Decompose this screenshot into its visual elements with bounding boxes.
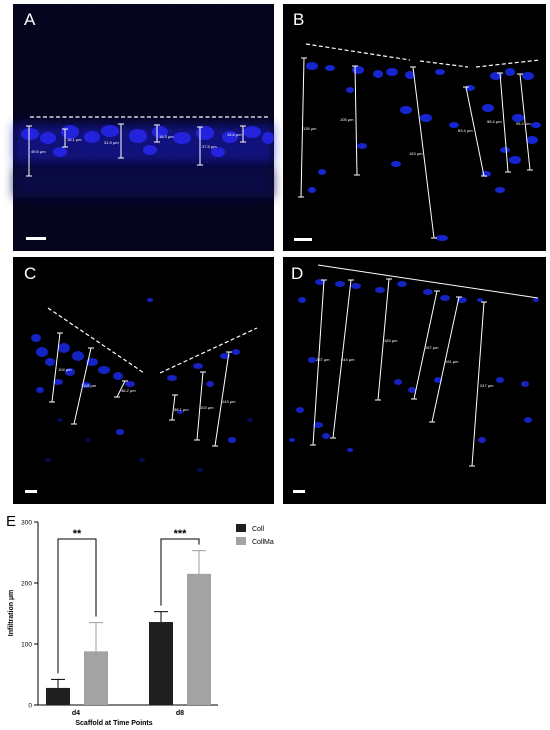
scale-bar (26, 237, 46, 240)
bar-collma-d8 (187, 573, 211, 705)
x-axis-title: Scaffold at Time Points (75, 720, 152, 727)
bar-coll-d4 (46, 687, 70, 705)
legend: Coll CollMa (236, 524, 274, 546)
panel-a-measurement: 31.9 µm (104, 140, 119, 145)
bar-coll-d8 (149, 622, 173, 705)
significance-marker-d8: *** (174, 528, 188, 540)
panel-label-a: A (24, 10, 36, 29)
panel-b: 135 µm 105 µm 163 µm 83.4 µm 96.4 µm 95.… (283, 4, 546, 251)
chart-panel-e: E 0 100 200 300 Infiltration µm d4 d8 Scaff… (6, 513, 274, 727)
panel-a-measurement: 37.5 µm (202, 144, 217, 149)
significance-brackets: ** *** (57, 528, 200, 674)
panel-c-measurement: 104 µm (58, 367, 72, 372)
significance-marker-d4: ** (73, 528, 82, 540)
scale-bar (25, 490, 37, 493)
panel-d-measurement: 257 µm (316, 357, 330, 362)
panel-b-measurement: 135 µm (303, 126, 317, 131)
panel-b-measurement: 96.4 µm (487, 119, 502, 124)
legend-label-coll: Coll (252, 526, 265, 533)
panel-c-measurement: 103 µm (200, 405, 214, 410)
bar-collma-d4 (84, 651, 108, 705)
panel-a-measurement: 15.6 µm (227, 132, 242, 137)
panel-a-measurement: 16.3 µm (159, 134, 174, 139)
y-tick-label: 100 (21, 641, 32, 648)
bars (46, 550, 211, 705)
legend-swatch-coll (236, 524, 246, 532)
y-tick-label: 200 (21, 580, 32, 587)
category-label-d8: d8 (176, 710, 184, 717)
panel-a: 49.5 µm 18.1 µm 31.9 µm 16.3 µm 37.5 µm … (13, 4, 274, 251)
scale-bar (294, 238, 312, 241)
y-axis-title: Infiltration µm (8, 590, 15, 636)
panel-c-measurement: 38.1 µm (174, 407, 189, 412)
panel-b-measurement: 105 µm (340, 117, 354, 122)
panel-b-measurement: 95.2 µm (516, 121, 531, 126)
panel-label-c: C (24, 264, 36, 283)
y-ticks: 0 100 200 300 (21, 519, 38, 709)
significance-bracket-d8 (160, 538, 200, 606)
panel-b-measurement: 83.4 µm (458, 128, 473, 133)
legend-swatch-collma (236, 537, 246, 545)
y-tick-label: 300 (21, 519, 32, 526)
panel-label-e: E (6, 513, 16, 530)
panel-d-measurement: 167 µm (425, 345, 439, 350)
panel-c: 104 µm 115 µm 46.2 µm 38.1 µm 103 µm 143… (13, 257, 274, 504)
panel-d: 257 µm 244 µm 183 µm 167 µm 191 µm 247 µ… (283, 257, 546, 504)
panel-a-measurement: 49.5 µm (31, 149, 46, 154)
panel-label-d: D (291, 264, 303, 283)
panel-label-b: B (293, 10, 304, 29)
y-tick-label: 0 (28, 702, 32, 709)
panel-d-measurement: 191 µm (445, 359, 459, 364)
panel-a-measurement: 18.1 µm (67, 137, 82, 142)
panel-d-measurement: 244 µm (341, 357, 355, 362)
panel-b-measurement: 163 µm (409, 151, 423, 156)
panel-d-measurement: 247 µm (480, 383, 494, 388)
category-label-d4: d4 (72, 710, 80, 717)
panel-c-measurement: 115 µm (83, 383, 97, 388)
significance-bracket-d4 (57, 538, 97, 674)
scale-bar (293, 490, 305, 493)
panel-c-measurement: 46.2 µm (121, 388, 136, 393)
panel-c-measurement: 143 µm (222, 399, 236, 404)
legend-label-collma: CollMa (252, 539, 274, 546)
panel-d-measurement: 183 µm (384, 338, 398, 343)
